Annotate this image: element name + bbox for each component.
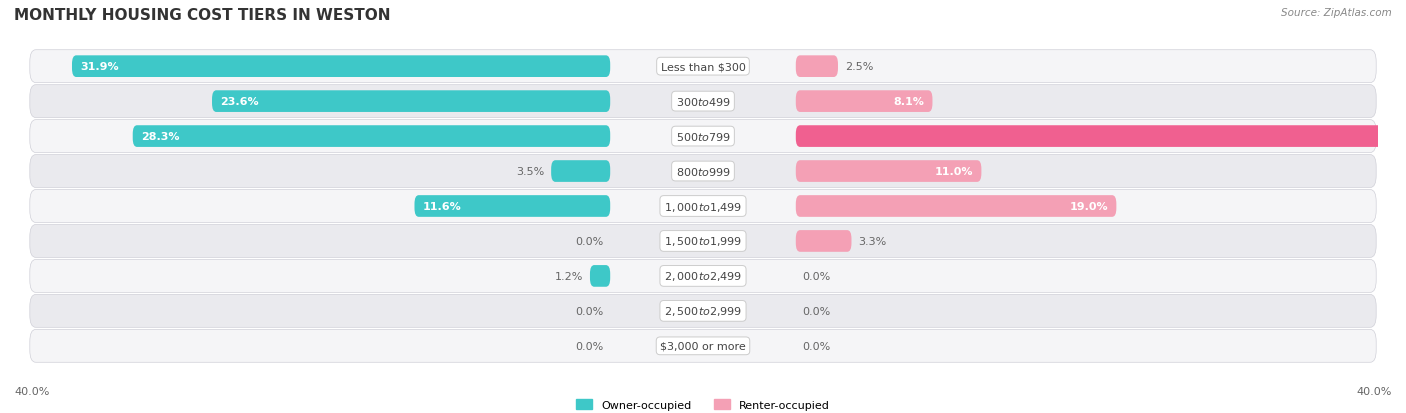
FancyBboxPatch shape — [796, 161, 981, 183]
Text: $3,000 or more: $3,000 or more — [661, 341, 745, 351]
Text: $2,500 to $2,999: $2,500 to $2,999 — [664, 305, 742, 318]
FancyBboxPatch shape — [796, 196, 1116, 217]
FancyBboxPatch shape — [30, 155, 1376, 188]
Text: 40.0%: 40.0% — [14, 387, 49, 396]
FancyBboxPatch shape — [415, 196, 610, 217]
FancyBboxPatch shape — [132, 126, 610, 147]
FancyBboxPatch shape — [30, 51, 1376, 83]
Text: MONTHLY HOUSING COST TIERS IN WESTON: MONTHLY HOUSING COST TIERS IN WESTON — [14, 8, 391, 23]
FancyBboxPatch shape — [30, 190, 1376, 223]
Text: $800 to $999: $800 to $999 — [675, 166, 731, 178]
Text: 0.0%: 0.0% — [803, 271, 831, 281]
FancyBboxPatch shape — [30, 120, 1376, 153]
Text: 1.2%: 1.2% — [555, 271, 583, 281]
Text: 0.0%: 0.0% — [575, 341, 603, 351]
Text: $1,500 to $1,999: $1,500 to $1,999 — [664, 235, 742, 248]
Text: 0.0%: 0.0% — [575, 236, 603, 247]
Text: 11.0%: 11.0% — [935, 166, 973, 177]
FancyBboxPatch shape — [796, 91, 932, 113]
Text: 2.5%: 2.5% — [845, 62, 873, 72]
Text: $300 to $499: $300 to $499 — [675, 96, 731, 108]
Text: 19.0%: 19.0% — [1070, 202, 1108, 211]
Text: 0.0%: 0.0% — [803, 341, 831, 351]
FancyBboxPatch shape — [30, 225, 1376, 258]
Text: 31.9%: 31.9% — [80, 62, 120, 72]
Text: $500 to $799: $500 to $799 — [675, 131, 731, 143]
Text: $2,000 to $2,499: $2,000 to $2,499 — [664, 270, 742, 283]
FancyBboxPatch shape — [551, 161, 610, 183]
Text: 0.0%: 0.0% — [803, 306, 831, 316]
Text: 40.0%: 40.0% — [1357, 387, 1392, 396]
Text: $1,000 to $1,499: $1,000 to $1,499 — [664, 200, 742, 213]
FancyBboxPatch shape — [796, 56, 838, 78]
Text: 3.3%: 3.3% — [858, 236, 886, 247]
FancyBboxPatch shape — [30, 295, 1376, 328]
Legend: Owner-occupied, Renter-occupied: Owner-occupied, Renter-occupied — [571, 395, 835, 413]
Text: Less than $300: Less than $300 — [661, 62, 745, 72]
Text: Source: ZipAtlas.com: Source: ZipAtlas.com — [1281, 8, 1392, 18]
Text: 8.1%: 8.1% — [893, 97, 924, 107]
Text: 28.3%: 28.3% — [141, 132, 180, 142]
Text: 23.6%: 23.6% — [221, 97, 259, 107]
Text: 11.6%: 11.6% — [423, 202, 461, 211]
FancyBboxPatch shape — [72, 56, 610, 78]
FancyBboxPatch shape — [212, 91, 610, 113]
FancyBboxPatch shape — [30, 85, 1376, 118]
FancyBboxPatch shape — [30, 330, 1376, 362]
FancyBboxPatch shape — [591, 266, 610, 287]
FancyBboxPatch shape — [796, 230, 852, 252]
Text: 3.5%: 3.5% — [516, 166, 544, 177]
FancyBboxPatch shape — [30, 260, 1376, 293]
Text: 0.0%: 0.0% — [575, 306, 603, 316]
FancyBboxPatch shape — [796, 126, 1406, 147]
